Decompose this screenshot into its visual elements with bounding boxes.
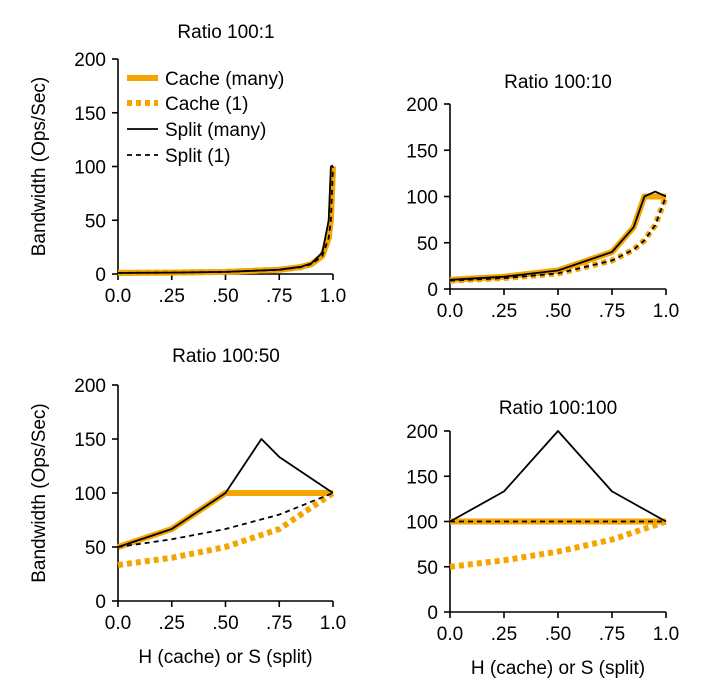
x-tick-label: .75 [599,624,625,645]
chart-panel-3: Ratio 100:50 0 50 100 150 200 0.0 .25 .50 .75 1.0 B… [29,346,346,668]
x-tick-label: .50 [545,301,571,322]
chart-panel-4: Ratio 100:100 0 50 100 150 200 0.0 .25 .50 .75 1.0… [406,398,679,679]
legend-label: Cache (many) [165,69,284,90]
x-tick-label: 0.0 [105,613,131,634]
y-tick-label: 100 [406,513,438,534]
x-tick-label: .25 [491,624,517,645]
series-line-split-1 [449,196,667,282]
series-line-cache-many [117,166,336,276]
x-axis-title: H (cache) or S (split) [138,647,312,668]
y-tick-label: 50 [417,558,438,579]
series-line-cache-many [449,193,666,283]
y-tick-label: 150 [74,104,106,125]
x-tick-label: .75 [266,286,292,307]
series-line-split-1 [117,492,334,548]
chart-title: Ratio 100:10 [504,72,612,93]
y-tick-label: 150 [406,141,438,162]
series-line-split-many [449,190,667,281]
x-axis-title: H (cache) or S (split) [471,658,645,679]
x-tick-label: 1.0 [653,301,679,322]
x-tick-label: 0.0 [437,301,463,322]
series-line-split-many [117,438,334,548]
x-tick-label: 0.0 [437,624,463,645]
x-tick-label: .25 [159,613,185,634]
y-tick-label: 0 [427,280,438,301]
y-tick-label: 0 [95,592,106,613]
series-line-cache-1 [117,490,335,568]
legend-label: Split (1) [165,146,230,167]
y-axis-title: Bandwidth (Ops/Sec) [29,403,50,583]
chart-panel-1: Ratio 100:1 0 50 100 150 200 0.0 .25 .50 .75 1.0 Ba… [29,22,346,307]
y-tick-label: 50 [85,538,106,559]
x-tick-label: .25 [491,301,517,322]
y-tick-label: 100 [406,188,438,209]
y-tick-label: 0 [427,603,438,624]
y-tick-label: 200 [74,376,106,397]
legend: Cache (many) Cache (1) Split (many) Split (… [127,69,284,167]
chart-title: Ratio 100:1 [177,22,274,43]
y-tick-label: 100 [74,158,106,179]
x-tick-label: .50 [212,286,238,307]
x-tick-label: .50 [545,624,571,645]
legend-label: Cache (1) [165,94,248,115]
x-tick-label: .75 [599,301,625,322]
series-line-split-1 [117,166,334,274]
chart-title: Ratio 100:100 [499,398,617,419]
y-tick-label: 200 [406,422,438,443]
x-tick-label: .75 [266,613,292,634]
x-tick-label: .25 [159,286,185,307]
y-tick-label: 200 [406,95,438,116]
y-tick-label: 50 [417,234,438,255]
y-axis-title: Bandwidth (Ops/Sec) [29,77,50,257]
y-tick-label: 200 [74,50,106,71]
x-tick-label: 1.0 [320,613,346,634]
x-tick-label: 1.0 [653,624,679,645]
y-tick-label: 50 [85,211,106,232]
series-line-cache-1 [117,166,336,276]
y-tick-label: 150 [406,467,438,488]
y-tick-label: 0 [95,265,106,286]
chart-title: Ratio 100:50 [172,346,280,367]
chart-panel-2: Ratio 100:10 0 50 100 150 200 0.0 .25 .50 .75 1.0 [406,72,679,322]
series-line-cache-1 [449,518,667,570]
series-line-split-many [449,430,667,523]
legend-label: Split (many) [165,120,266,141]
series-line-split-many [117,164,334,274]
x-tick-label: .50 [212,613,238,634]
series-line-cache-many [117,490,333,550]
y-tick-label: 100 [74,484,106,505]
x-tick-label: 0.0 [105,286,131,307]
x-tick-label: 1.0 [320,286,346,307]
y-tick-label: 150 [74,430,106,451]
